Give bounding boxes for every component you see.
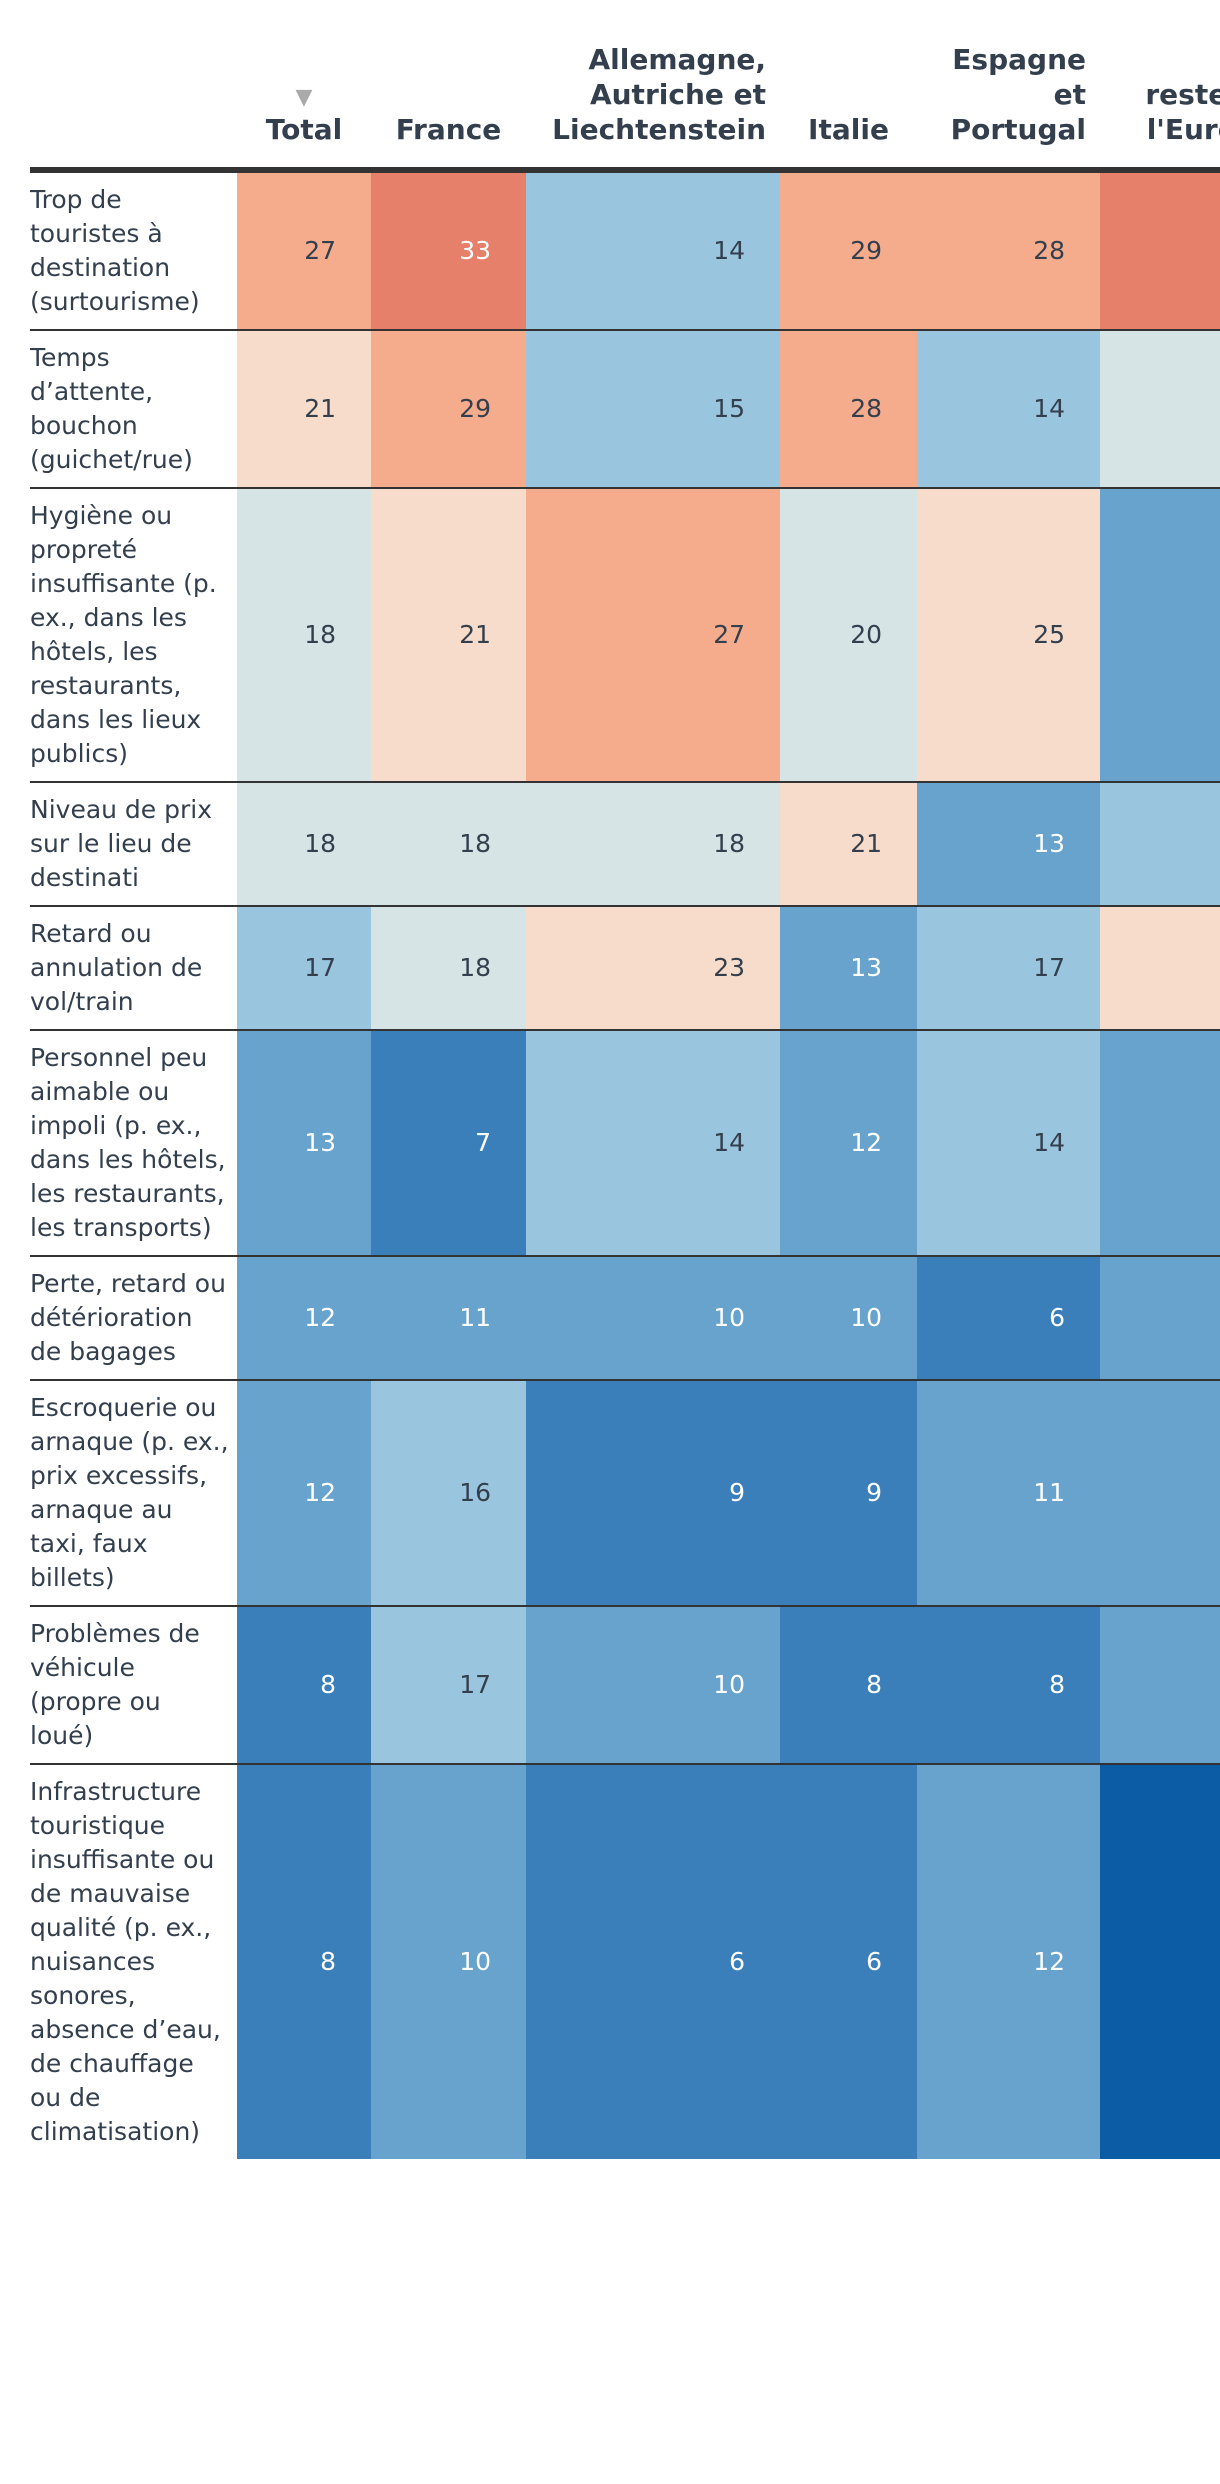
- row-label: Temps d’attente, bouchon (guichet/rue): [30, 330, 237, 488]
- heatmap-cell-italie: 20: [780, 488, 917, 782]
- heatmap-cell-total: 27: [237, 170, 371, 330]
- column-header-allemagne-autriche-et-liechtenstein: Allemagne, Autriche et Liechtenstein: [526, 0, 780, 173]
- heatmap-cell-reste-de-l-europe: 11: [1100, 1380, 1220, 1606]
- heatmap-cell-italie: 8: [780, 1606, 917, 1764]
- heatmap-cell-italie: 10: [780, 1256, 917, 1380]
- heatmap-cell-allemagne-autriche-et-liechtenstein: 14: [526, 1030, 780, 1256]
- heatmap-cell-espagne-et-portugal: 6: [917, 1256, 1100, 1380]
- heatmap-cell-reste-de-l-europe: 11: [1100, 1030, 1220, 1256]
- column-header-france: France: [371, 0, 526, 173]
- heatmap-cell-reste-de-l-europe: 33: [1100, 170, 1220, 330]
- table-row: Niveau de prix sur le lieu de destinati 1…: [30, 782, 1220, 906]
- heatmap-cell-france: 21: [371, 488, 526, 782]
- row-label: Retard ou annulation de vol/train: [30, 906, 237, 1030]
- heatmap-cell-allemagne-autriche-et-liechtenstein: 6: [526, 1764, 780, 2159]
- table-row: Infrastructure touristique insuffisante …: [30, 1764, 1220, 2159]
- row-label: Infrastructure touristique insuffisante …: [30, 1764, 237, 2159]
- row-label: Personnel peu aimable ou impoli (p. ex.,…: [30, 1030, 237, 1256]
- heatmap-cell-espagne-et-portugal: 17: [917, 906, 1100, 1030]
- heatmap-cell-reste-de-l-europe: 11: [1100, 488, 1220, 782]
- heatmap-cell-italie: 13: [780, 906, 917, 1030]
- heatmap-cell-italie: 6: [780, 1764, 917, 2159]
- heatmap-cell-france: 33: [371, 170, 526, 330]
- heatmap-cell-france: 29: [371, 330, 526, 488]
- table-row: Personnel peu aimable ou impoli (p. ex.,…: [30, 1030, 1220, 1256]
- heatmap-cell-total: 21: [237, 330, 371, 488]
- heatmap-cell-espagne-et-portugal: 14: [917, 330, 1100, 488]
- heatmap-cell-allemagne-autriche-et-liechtenstein: 15: [526, 330, 780, 488]
- heatmap-cell-france: 16: [371, 1380, 526, 1606]
- heatmap-table: ▼ Total France Allemagne, Autriche et Liechte…: [30, 0, 1220, 2159]
- heatmap-cell-total: 13: [237, 1030, 371, 1256]
- heatmap-cell-reste-de-l-europe: 19: [1100, 330, 1220, 488]
- row-label: Perte, retard ou détérioration de bagage…: [30, 1256, 237, 1380]
- column-header-italie: Italie: [780, 0, 917, 173]
- heatmap-cell-total: 18: [237, 782, 371, 906]
- heatmap-cell-reste-de-l-europe: 12: [1100, 1256, 1220, 1380]
- heatmap-table-container: ▼ Total France Allemagne, Autriche et Liechte…: [30, 0, 1220, 2484]
- column-header-reste-de-l-europe: reste del'Europe: [1100, 0, 1220, 173]
- heatmap-cell-france: 18: [371, 906, 526, 1030]
- row-label-header: [30, 0, 237, 173]
- table-row: Escroquerie ou arnaque (p. ex., prix exc…: [30, 1380, 1220, 1606]
- heatmap-cell-italie: 29: [780, 170, 917, 330]
- heatmap-cell-reste-de-l-europe: 22: [1100, 906, 1220, 1030]
- sort-down-icon[interactable]: ▼: [295, 85, 313, 110]
- heatmap-cell-allemagne-autriche-et-liechtenstein: 14: [526, 170, 780, 330]
- column-header-total[interactable]: ▼ Total: [237, 0, 371, 173]
- heatmap-cell-reste-de-l-europe: 12: [1100, 1606, 1220, 1764]
- heatmap-cell-total: 8: [237, 1764, 371, 2159]
- heatmap-cell-allemagne-autriche-et-liechtenstein: 10: [526, 1606, 780, 1764]
- table-row: Temps d’attente, bouchon (guichet/rue) 21…: [30, 330, 1220, 488]
- heatmap-cell-italie: 9: [780, 1380, 917, 1606]
- heatmap-cell-espagne-et-portugal: 14: [917, 1030, 1100, 1256]
- header-row: ▼ Total France Allemagne, Autriche et Liechte…: [30, 0, 1220, 173]
- table-body: Trop de touristes à destination (surtour…: [30, 170, 1220, 2159]
- column-header-espagne-et-portugal: Espagne et Portugal: [917, 0, 1100, 173]
- heatmap-cell-france: 18: [371, 782, 526, 906]
- heatmap-cell-allemagne-autriche-et-liechtenstein: 23: [526, 906, 780, 1030]
- heatmap-cell-france: 11: [371, 1256, 526, 1380]
- table-row: Perte, retard ou détérioration de bagage…: [30, 1256, 1220, 1380]
- heatmap-cell-italie: 12: [780, 1030, 917, 1256]
- row-label: Trop de touristes à destination (surtour…: [30, 170, 237, 330]
- heatmap-cell-france: 10: [371, 1764, 526, 2159]
- heatmap-cell-total: 18: [237, 488, 371, 782]
- heatmap-cell-espagne-et-portugal: 25: [917, 488, 1100, 782]
- heatmap-cell-italie: 21: [780, 782, 917, 906]
- table-row: Retard ou annulation de vol/train 17 18 23 1…: [30, 906, 1220, 1030]
- heatmap-cell-reste-de-l-europe: 14: [1100, 782, 1220, 906]
- heatmap-cell-espagne-et-portugal: 11: [917, 1380, 1100, 1606]
- table-row: Hygiène ou propreté insuffisante (p. ex.…: [30, 488, 1220, 782]
- row-label: Problèmes de véhicule (propre ou loué): [30, 1606, 237, 1764]
- heatmap-cell-italie: 28: [780, 330, 917, 488]
- heatmap-cell-total: 17: [237, 906, 371, 1030]
- heatmap-cell-allemagne-autriche-et-liechtenstein: 9: [526, 1380, 780, 1606]
- heatmap-cell-allemagne-autriche-et-liechtenstein: 27: [526, 488, 780, 782]
- heatmap-cell-espagne-et-portugal: 8: [917, 1606, 1100, 1764]
- heatmap-cell-total: 12: [237, 1380, 371, 1606]
- heatmap-cell-total: 12: [237, 1256, 371, 1380]
- heatmap-cell-espagne-et-portugal: 12: [917, 1764, 1100, 2159]
- table-row: Trop de touristes à destination (surtour…: [30, 170, 1220, 330]
- heatmap-cell-espagne-et-portugal: 28: [917, 170, 1100, 330]
- heatmap-cell-france: 17: [371, 1606, 526, 1764]
- heatmap-cell-allemagne-autriche-et-liechtenstein: 18: [526, 782, 780, 906]
- heatmap-cell-allemagne-autriche-et-liechtenstein: 10: [526, 1256, 780, 1380]
- heatmap-cell-france: 7: [371, 1030, 526, 1256]
- row-label: Niveau de prix sur le lieu de destinati: [30, 782, 237, 906]
- heatmap-cell-espagne-et-portugal: 13: [917, 782, 1100, 906]
- heatmap-cell-total: 8: [237, 1606, 371, 1764]
- row-label: Escroquerie ou arnaque (p. ex., prix exc…: [30, 1380, 237, 1606]
- row-label: Hygiène ou propreté insuffisante (p. ex.…: [30, 488, 237, 782]
- heatmap-cell-reste-de-l-europe: 4: [1100, 1764, 1220, 2159]
- table-row: Problèmes de véhicule (propre ou loué) 8 1…: [30, 1606, 1220, 1764]
